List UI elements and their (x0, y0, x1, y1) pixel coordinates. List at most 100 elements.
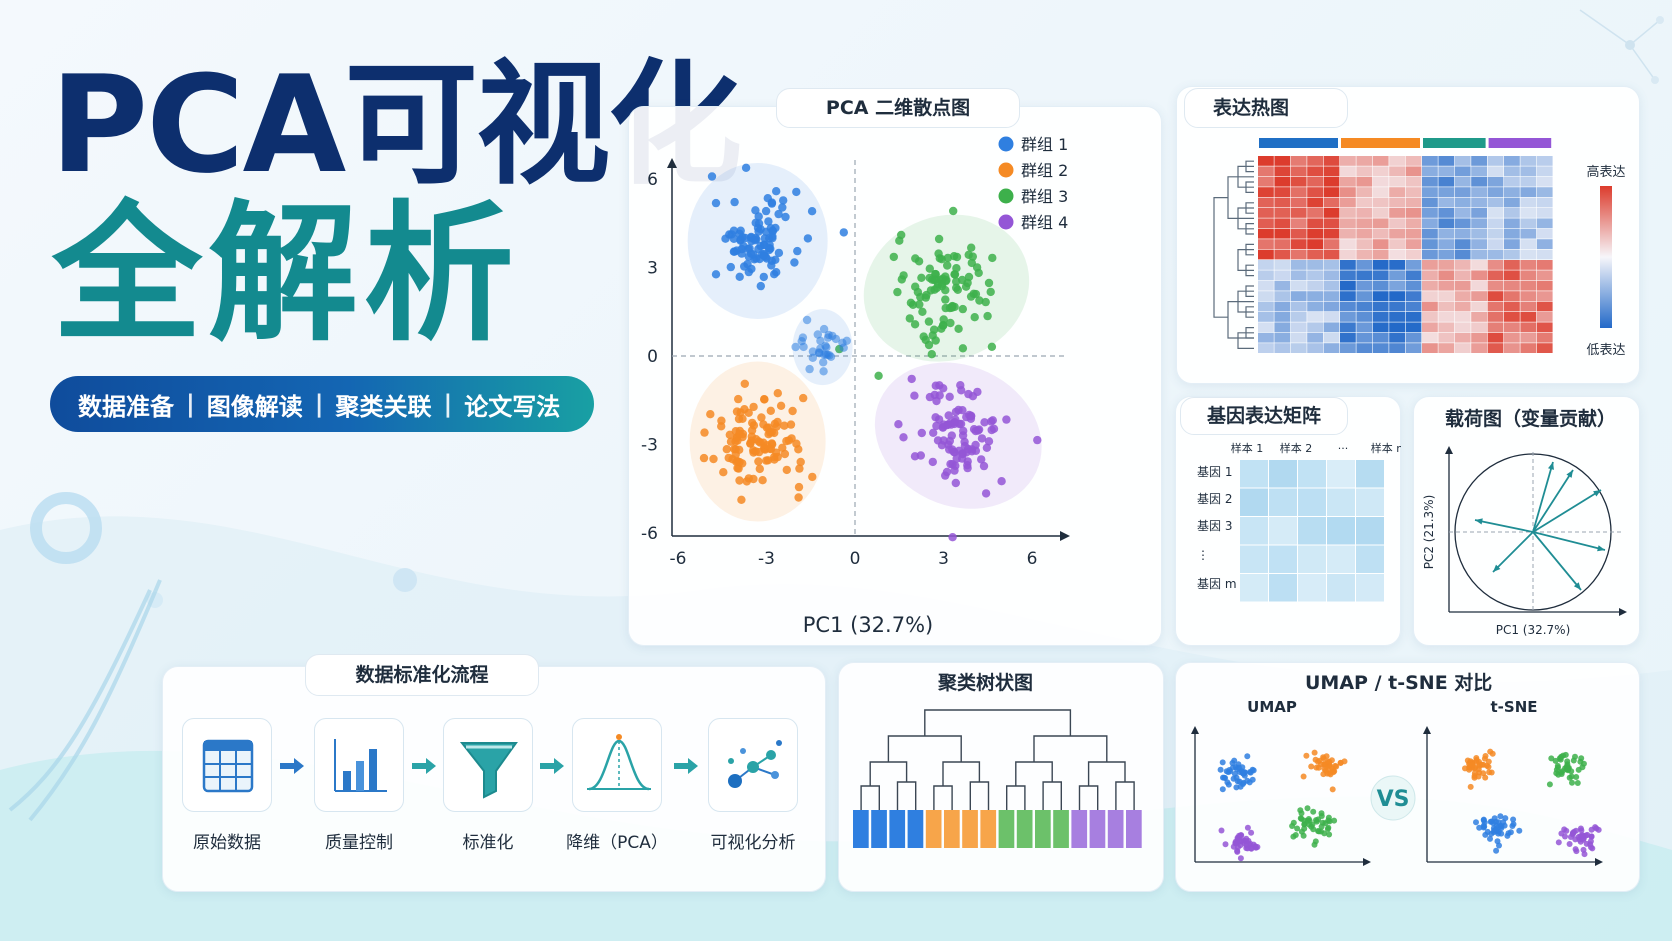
heatmap-cell (1356, 197, 1373, 208)
y-tick-label: 3 (647, 259, 658, 279)
heatmap-cell (1372, 228, 1389, 239)
heatmap-cell (1290, 301, 1307, 312)
scatter-point (1033, 435, 1042, 445)
heatmap-cell (1487, 156, 1504, 166)
scatter-point (894, 420, 903, 429)
matrix-cell (1269, 545, 1297, 573)
embedding-point (1330, 767, 1337, 774)
embedding-point (1320, 771, 1327, 778)
heatmap-cell (1372, 187, 1389, 197)
matrix-cell (1269, 574, 1297, 602)
heatmap-cell (1258, 208, 1274, 218)
heatmap-cell (1372, 166, 1389, 177)
embedding-point (1236, 837, 1243, 844)
matrix-cell (1356, 574, 1384, 602)
matrix-row-label: 基因 3 (1197, 519, 1232, 533)
heatmap-cell (1405, 166, 1422, 177)
scatter-point (981, 297, 990, 307)
heatmap-cell (1422, 260, 1438, 270)
step-label-pca: 降维（PCA） (566, 833, 668, 853)
dendro-branch (924, 709, 1072, 736)
heatmap-cell (1405, 301, 1422, 312)
heatmap-cell (1454, 322, 1471, 333)
heatmap-cell (1471, 228, 1487, 239)
scatter-point (931, 336, 940, 345)
legend-label: 群组 4 (1021, 213, 1068, 232)
scatter-point (754, 212, 763, 221)
heatmap-cell (1258, 322, 1274, 333)
scatter-point (759, 240, 769, 249)
scatter-point (893, 287, 902, 297)
heatmap-cell (1438, 208, 1455, 218)
scatter-point (905, 314, 914, 323)
heatmap-cell (1307, 312, 1323, 322)
scatter-point (772, 268, 781, 277)
loading-x-arrow (1619, 608, 1627, 616)
dendro-branch (969, 781, 990, 810)
heatmap-cell (1389, 156, 1405, 166)
matrix-cell (1327, 545, 1355, 573)
scatter-point (768, 232, 777, 241)
heatmap-cell (1405, 280, 1422, 291)
heatmap-cell (1307, 332, 1323, 343)
scatter-point (796, 457, 805, 467)
heatmap-cell (1536, 291, 1553, 301)
scatter-point (950, 302, 959, 312)
dendro-leaf (925, 810, 942, 848)
heatmap-cell (1356, 187, 1373, 197)
vs-badge (1370, 775, 1416, 821)
scatter-point (941, 303, 950, 313)
heatmap-cell (1405, 197, 1422, 208)
scatter-point (842, 336, 851, 345)
dendro-branch (1042, 781, 1062, 810)
sample-group-bar (1259, 138, 1338, 148)
heatmap-cell (1274, 156, 1291, 166)
heatmap-cell (1536, 218, 1553, 229)
heatmap-cell (1389, 322, 1405, 333)
scale-low-label: 低表达 (1586, 343, 1625, 358)
heatmap-cell (1487, 291, 1504, 301)
sample-group-bar (1488, 138, 1552, 148)
scatter-point (949, 447, 958, 457)
heatmap-cell (1504, 260, 1520, 270)
scatter-point (803, 234, 813, 243)
heatmap-cell (1372, 197, 1389, 208)
heatmap-cell (1356, 228, 1373, 239)
funnel-icon (459, 742, 518, 799)
heatmap-cell (1536, 312, 1553, 322)
heatmap-cell (1258, 312, 1274, 322)
embedding-point (1222, 775, 1229, 781)
scatter-point (915, 300, 924, 309)
heatmap-cell (1323, 176, 1340, 187)
heatmap-cell (1372, 343, 1389, 353)
scatter-point (780, 421, 789, 430)
scatter-point (761, 206, 771, 216)
scatter-point (969, 425, 979, 434)
heatmap-cell (1274, 228, 1291, 239)
loading-vector-head (1548, 462, 1554, 470)
heatmap-cell (1389, 312, 1405, 322)
embedding-point (1566, 774, 1573, 781)
scatter-point (737, 244, 746, 254)
heatmap-cell (1536, 156, 1553, 166)
heatmap-cell (1520, 208, 1537, 218)
heatmap-cell (1340, 312, 1356, 322)
heatmap-cell (1536, 166, 1553, 177)
heatmap-cell (1487, 322, 1504, 333)
scatter-point (751, 218, 760, 227)
heatmap-cell (1422, 156, 1438, 166)
heatmap-cell (1340, 156, 1356, 166)
heatmap-cell (1438, 228, 1455, 239)
heatmap-cell (1504, 228, 1520, 239)
heatmap-cell (1520, 239, 1537, 249)
embedding-point (1246, 779, 1253, 786)
matrix-cell (1240, 488, 1268, 516)
heatmap-cell (1438, 187, 1455, 197)
scatter-point (955, 419, 964, 429)
vs-label: VS (1377, 787, 1410, 812)
scatter-point (792, 187, 801, 197)
scatter-point (986, 287, 995, 297)
scatter-point (774, 209, 783, 219)
heatmap-cell (1274, 322, 1291, 333)
